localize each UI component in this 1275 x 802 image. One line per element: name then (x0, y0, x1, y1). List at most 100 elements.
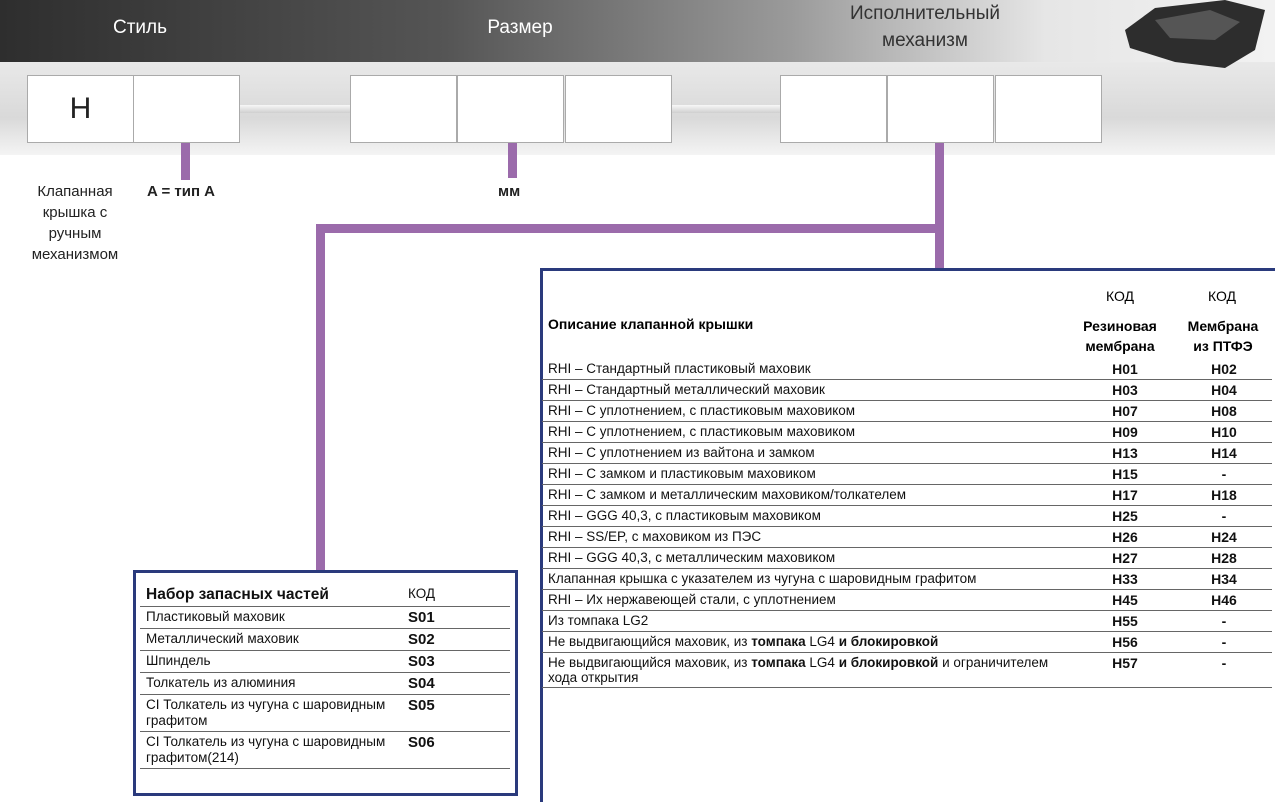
header-row: Набор запасных частей КОД (140, 584, 510, 607)
code-box (887, 75, 994, 143)
table-row: RHI – С уплотнением из вайтона и замком H… (542, 442, 1272, 464)
type-note: A = тип A (147, 183, 215, 200)
table-row: Не выдвигающийся маховик, из томпака LG4… (542, 631, 1272, 653)
table-row: RHI – Стандартный пластиковый маховик H01… (542, 359, 1272, 380)
text: Не выдвигающийся маховик, из (548, 655, 752, 670)
ptfe-code: - (1176, 505, 1272, 527)
table-row: Клапанная крышка с указателем из чугуна … (542, 568, 1272, 590)
leader-line (181, 143, 190, 180)
code-header: КОД (1105, 288, 1135, 304)
table-row: RHI – С замком и металлическим маховиком… (542, 484, 1272, 506)
description-cell: RHI – С замком и пластиковым маховиком (542, 463, 1074, 485)
rubber-code: H55 (1074, 610, 1176, 632)
description-cell: RHI – GGG 40,3, с пластиковым маховиком (542, 505, 1074, 527)
connector (240, 105, 350, 113)
text: Не выдвигающийся маховик, из (548, 634, 752, 649)
rubber-code: H26 (1074, 526, 1176, 548)
size-label: Размер (487, 17, 553, 38)
part-name: Шпиндель (140, 650, 402, 673)
connector (672, 105, 780, 113)
rubber-code: H56 (1074, 631, 1176, 653)
ptfe-code: H14 (1176, 442, 1272, 464)
spare-table-frame (133, 570, 518, 796)
bold-text: томпака (751, 634, 806, 649)
code-header: КОД (402, 584, 510, 607)
ptfe-code: H10 (1176, 421, 1272, 443)
code-box (995, 75, 1102, 143)
table-row: RHI – С уплотнением, с пластиковым махов… (542, 421, 1272, 443)
part-code: S05 (402, 694, 510, 732)
part-name: Толкатель из алюминия (140, 672, 402, 695)
leader-line (316, 224, 325, 572)
description-cell: Не выдвигающийся маховик, из томпака LG4… (542, 652, 1074, 688)
actuator-image (1125, 0, 1265, 68)
rubber-code: H17 (1074, 484, 1176, 506)
description-cell: RHI – SS/EP, с маховиком из ПЭС (542, 526, 1074, 548)
bold-text: томпака (751, 655, 806, 670)
ptfe-code: H34 (1176, 568, 1272, 590)
description-cell: RHI – Стандартный металлический маховик (542, 379, 1074, 401)
description-header: Описание клапанной крышки (548, 316, 754, 332)
rubber-code: H09 (1074, 421, 1176, 443)
table-row: Не выдвигающийся маховик, из томпака LG4… (542, 652, 1272, 688)
code-box (780, 75, 887, 143)
rubber-code: H07 (1074, 400, 1176, 422)
leader-line (508, 143, 517, 178)
table-row: CI Толкатель из чугуна с шаровидным граф… (140, 731, 510, 769)
part-code: S06 (402, 731, 510, 769)
ptfe-code: - (1176, 652, 1272, 688)
ptfe-code: H08 (1176, 400, 1272, 422)
table-row: Толкатель из алюминия S04 (140, 672, 510, 695)
style-label: Стиль (112, 17, 168, 38)
code-box (350, 75, 457, 143)
ptfe-code: - (1176, 610, 1272, 632)
description-cell: Клапанная крышка с указателем из чугуна … (542, 568, 1074, 590)
rubber-code: H27 (1074, 547, 1176, 569)
code-header: КОД (1207, 288, 1237, 304)
part-code: S01 (402, 606, 510, 629)
rubber-code: H33 (1074, 568, 1176, 590)
leader-line (316, 224, 944, 233)
table-row: Пластиковый маховик S01 (140, 606, 510, 629)
text: LG4 (805, 655, 839, 670)
code-box: H (27, 75, 134, 143)
ptfe-code: H28 (1176, 547, 1272, 569)
ptfe-code: - (1176, 631, 1272, 653)
size-unit: мм (498, 183, 521, 200)
rubber-code: H57 (1074, 652, 1176, 688)
description-cell: RHI – С замком и металлическим маховиком… (542, 484, 1074, 506)
rubber-code: H45 (1074, 589, 1176, 611)
style-description: Клапанная крышка с ручным механизмом (31, 183, 119, 263)
table-row: RHI – SS/EP, с маховиком из ПЭС H26 H24 (542, 526, 1272, 548)
description-cell: Не выдвигающийся маховик, из томпака LG4… (542, 631, 1074, 653)
part-name: Пластиковый маховик (140, 606, 402, 629)
description-cell: RHI – С уплотнением, с пластиковым махов… (542, 421, 1074, 443)
part-code: S02 (402, 628, 510, 651)
description-cell: RHI – Их нержавеющей стали, с уплотнение… (542, 589, 1074, 611)
ptfe-code: - (1176, 463, 1272, 485)
part-code: S03 (402, 650, 510, 673)
text: LG4 (805, 634, 839, 649)
actuator-label: Исполнительный механизм (850, 3, 1000, 51)
description-cell: RHI – С уплотнением, с пластиковым махов… (542, 400, 1074, 422)
table-row: RHI – С уплотнением, с пластиковым махов… (542, 400, 1272, 422)
table-row: Металлический маховик S02 (140, 628, 510, 651)
ptfe-code: H46 (1176, 589, 1272, 611)
part-name: Металлический маховик (140, 628, 402, 651)
table-row: RHI – GGG 40,3, с металлическим маховико… (542, 547, 1272, 569)
table-row: RHI – GGG 40,3, с пластиковым маховиком H… (542, 505, 1272, 527)
part-name: CI Толкатель из чугуна с шаровидным граф… (140, 694, 402, 732)
code-box (457, 75, 564, 143)
ptfe-code: H04 (1176, 379, 1272, 401)
part-name: CI Толкатель из чугуна с шаровидным граф… (140, 731, 402, 769)
spare-table: Набор запасных частей КОД Пластиковый махо… (140, 584, 510, 769)
description-cell: RHI – GGG 40,3, с металлическим маховико… (542, 547, 1074, 569)
ptfe-code: H02 (1176, 359, 1272, 380)
ptfe-code: H24 (1176, 526, 1272, 548)
rubber-header: Резиновая мембрана (1083, 318, 1157, 354)
cover-table: RHI – Стандартный пластиковый маховик H01… (542, 359, 1272, 688)
table-row: CI Толкатель из чугуна с шаровидным граф… (140, 694, 510, 732)
ptfe-code: H18 (1176, 484, 1272, 506)
cover-table-frame (540, 268, 1275, 802)
